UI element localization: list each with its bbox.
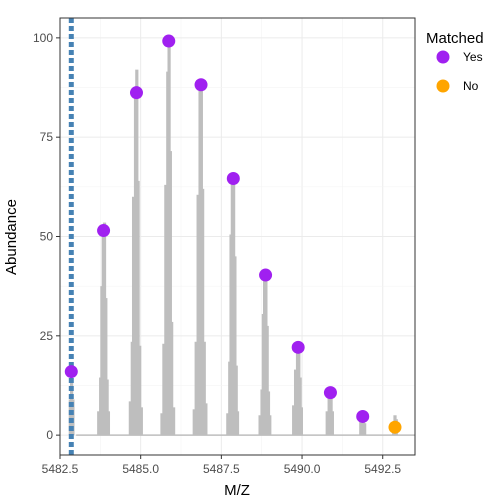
- x-tick-label: 5485.0: [122, 462, 159, 476]
- x-axis-title: M/Z: [224, 482, 250, 499]
- spectrum-peak: [201, 188, 205, 436]
- legend-marker-no: [436, 79, 450, 93]
- y-axis-title: Abundance: [3, 199, 20, 275]
- spectrum-peak: [172, 407, 176, 436]
- spectrum-peak: [131, 196, 136, 436]
- legend: Matched Yes No: [426, 30, 484, 93]
- spectrum-peak: [105, 379, 109, 436]
- spectrum-peak: [265, 325, 269, 436]
- spectrum-peak: [363, 423, 367, 436]
- spectrum-peak: [164, 184, 168, 436]
- legend-marker-yes: [436, 50, 450, 64]
- data-point: [97, 224, 111, 238]
- spectrum-peak: [258, 415, 262, 436]
- spectrum-peak: [325, 411, 329, 436]
- spectrum-peak: [268, 415, 272, 436]
- data-points: [64, 34, 402, 434]
- data-point: [323, 386, 337, 400]
- y-axis: 0 25 50 75 100: [33, 31, 60, 442]
- x-axis: 5482.5 5485.0 5487.5 5490.0 5492.5: [42, 455, 401, 476]
- spectrum-peak: [192, 409, 196, 436]
- legend-title: Matched: [426, 30, 484, 47]
- spectrum-peak: [128, 401, 132, 436]
- spectrum-peak: [71, 399, 75, 436]
- spectrum-peak: [162, 343, 166, 436]
- spectrum-peak: [234, 365, 238, 436]
- data-point: [356, 409, 370, 423]
- spectrum-peak: [235, 411, 240, 436]
- spectrum-peak: [194, 341, 198, 436]
- data-point: [291, 340, 305, 354]
- data-point: [388, 420, 402, 434]
- y-tick-label: 25: [40, 329, 54, 343]
- spectrum-peak: [202, 341, 206, 436]
- x-tick-label: 5487.5: [203, 462, 240, 476]
- y-tick-label: 75: [40, 130, 54, 144]
- spectrum-peak: [196, 194, 200, 436]
- spectrum-peak: [170, 321, 174, 436]
- data-point: [64, 365, 78, 379]
- spectrum-peak: [298, 377, 302, 436]
- legend-label-yes: Yes: [463, 50, 483, 64]
- data-point: [226, 171, 240, 185]
- spectrum: [68, 41, 398, 436]
- spectrum-peak: [299, 407, 303, 436]
- x-tick-label: 5490.0: [284, 462, 321, 476]
- data-point: [194, 78, 208, 92]
- spectrum-peak: [168, 151, 172, 436]
- y-tick-label: 50: [40, 230, 54, 244]
- spectrum-peak: [266, 391, 271, 436]
- y-tick-label: 0: [46, 428, 53, 442]
- spectrum-peak: [139, 407, 143, 436]
- data-point: [129, 86, 143, 100]
- data-point: [259, 268, 273, 282]
- spectrum-peak: [293, 369, 298, 436]
- spectrum-peak: [233, 256, 237, 436]
- spectrum-peak: [327, 393, 331, 436]
- spectrum-peak: [136, 180, 140, 436]
- spectrum-peak: [292, 405, 296, 436]
- spectrum-peak: [106, 411, 111, 436]
- legend-label-no: No: [463, 79, 479, 93]
- spectrum-peak: [160, 413, 164, 436]
- spectrum-peak: [97, 411, 101, 436]
- spectrum-peak: [226, 413, 230, 436]
- spectrum-peak: [104, 298, 108, 436]
- spectrum-peak: [204, 403, 208, 436]
- y-tick-label: 100: [33, 31, 53, 45]
- spectrum-peak: [330, 411, 334, 436]
- spectrum-peak: [138, 345, 142, 436]
- x-tick-label: 5492.5: [364, 462, 401, 476]
- data-point: [162, 34, 176, 48]
- x-tick-label: 5482.5: [42, 462, 79, 476]
